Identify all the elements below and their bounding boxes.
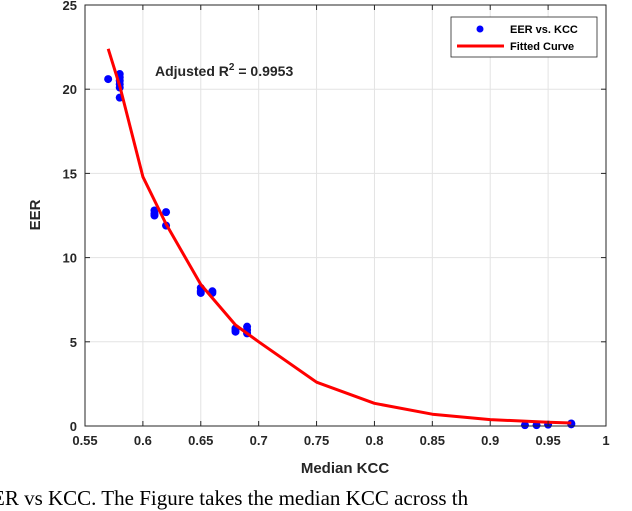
y-tick-label: 20 <box>63 82 77 97</box>
x-tick-label: 0.9 <box>481 433 499 448</box>
chart: 0.55 0.6 0.65 0.7 0.75 0.8 0.85 0.9 0.95 10510152… <box>27 0 610 477</box>
x-tick-label: 0.65 <box>188 433 213 448</box>
x-axis-label: Median KCC <box>301 460 390 477</box>
r-squared-annotation: Adjusted R2 = 0.9953 <box>155 62 293 79</box>
y-tick-label: 15 <box>63 166 77 181</box>
data-point <box>104 75 113 84</box>
data-point <box>520 421 529 430</box>
data-point <box>162 208 171 217</box>
data-point <box>150 211 159 220</box>
y-tick-label: 10 <box>63 251 77 266</box>
y-tick-label: 25 <box>63 0 77 13</box>
legend-marker-scatter <box>476 25 484 33</box>
annotation-sup: 2 <box>229 62 235 73</box>
x-tick-label: 0.55 <box>72 433 97 448</box>
x-tick-label: 0.85 <box>420 433 445 448</box>
data-point <box>231 327 240 336</box>
legend-label-line: Fitted Curve <box>510 41 574 53</box>
x-tick-label: 0.8 <box>365 433 383 448</box>
x-tick-label: 0.95 <box>535 433 560 448</box>
legend-label-scatter: EER vs. KCC <box>510 24 578 36</box>
plot-marks <box>104 48 576 430</box>
figure-caption: ER vs KCC. The Figure takes the median K… <box>0 486 469 510</box>
legend: EER vs. KCC Fitted Curve <box>450 16 598 58</box>
x-tick-label: 0.6 <box>134 433 152 448</box>
annotation-value: = 0.9953 <box>234 63 293 79</box>
fitted-curve-line <box>106 48 572 425</box>
axes-box <box>84 4 607 427</box>
legend-box <box>450 16 598 58</box>
x-tick-label: 1 <box>602 433 609 448</box>
y-tick-label: 0 <box>70 419 77 434</box>
annotation-prefix: Adjusted R <box>155 63 229 79</box>
data-point <box>196 288 205 297</box>
x-tick-label: 0.75 <box>304 433 329 448</box>
y-axis-label: EER <box>27 199 44 230</box>
y-tick-label: 5 <box>70 335 77 350</box>
ticks: 0.55 0.6 0.65 0.7 0.75 0.8 0.85 0.9 0.95 10510152… <box>63 0 610 448</box>
x-tick-label: 0.7 <box>250 433 268 448</box>
